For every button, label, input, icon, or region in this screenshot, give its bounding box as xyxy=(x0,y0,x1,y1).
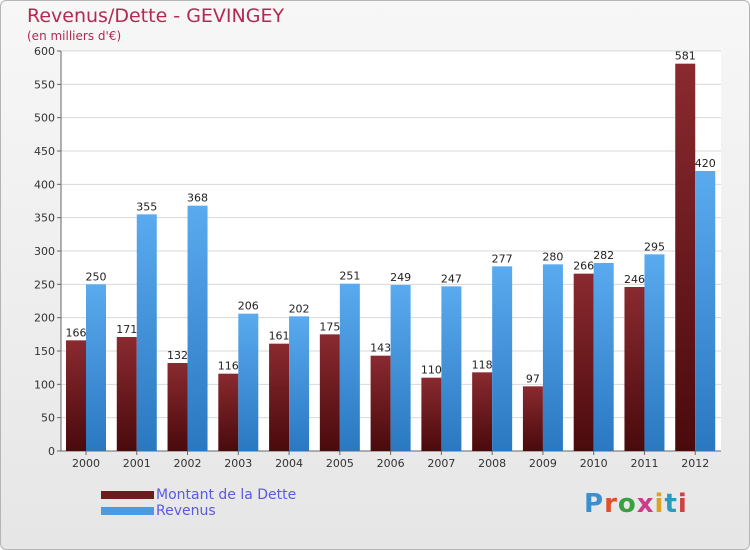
bar-revenus xyxy=(289,316,310,451)
value-label-dette: 118 xyxy=(472,358,493,371)
value-label-dette: 110 xyxy=(421,364,442,377)
bar-revenus xyxy=(441,286,462,451)
label-layer: 166 250 171 355 132 368 116 206 161 202 175 251 143 2… xyxy=(66,50,716,386)
bar-revenus xyxy=(593,263,614,451)
chart-subtitle: (en milliers d'€) xyxy=(27,29,122,43)
bar-revenus xyxy=(644,254,665,451)
bar-revenus xyxy=(695,171,716,451)
x-tick-label: 2007 xyxy=(427,457,455,470)
value-label-dette: 143 xyxy=(370,342,391,355)
y-tick-label: 0 xyxy=(48,445,55,458)
value-label-revenus: 420 xyxy=(695,157,716,170)
y-tick-label: 600 xyxy=(34,45,55,58)
y-tick-label: 500 xyxy=(34,112,55,125)
proxiti-logo: Proxiti xyxy=(584,489,688,519)
bar-revenus xyxy=(492,266,513,451)
bar-dette xyxy=(472,372,493,451)
value-label-dette: 175 xyxy=(319,320,340,333)
bar-dette xyxy=(370,355,391,451)
x-tick-label: 2003 xyxy=(224,457,252,470)
value-label-dette: 266 xyxy=(573,260,594,273)
value-label-revenus: 280 xyxy=(542,250,563,263)
x-tick-label: 2009 xyxy=(529,457,557,470)
x-tick-label: 2012 xyxy=(681,457,709,470)
bar-layer xyxy=(66,63,716,452)
x-tick-label: 2001 xyxy=(123,457,151,470)
bar-revenus xyxy=(86,284,106,451)
bar-revenus xyxy=(339,283,360,451)
legend-label-revenus: Revenus xyxy=(156,503,216,519)
value-label-revenus: 251 xyxy=(339,270,360,283)
bar-revenus xyxy=(187,205,208,451)
y-tick-label: 350 xyxy=(34,212,55,225)
value-label-revenus: 250 xyxy=(86,270,107,283)
y-tick-label: 150 xyxy=(34,345,55,358)
x-tick-label: 2010 xyxy=(580,457,608,470)
value-label-revenus: 355 xyxy=(136,200,157,213)
y-tick-label: 300 xyxy=(34,245,55,258)
page-title: Revenus/Dette - GEVINGEY xyxy=(27,5,285,27)
bar-dette xyxy=(522,386,543,451)
logo-letter: r xyxy=(604,489,618,519)
logo-letter: P xyxy=(584,489,605,519)
value-label-dette: 166 xyxy=(66,326,87,339)
bar-revenus xyxy=(390,285,411,451)
value-label-revenus: 206 xyxy=(238,300,259,313)
bar-dette xyxy=(66,340,86,451)
bar-dette xyxy=(218,373,239,451)
value-label-revenus: 282 xyxy=(593,249,614,262)
bar-dette xyxy=(319,334,340,451)
legend-label-dette: Montant de la Dette xyxy=(156,487,297,503)
y-tick-label: 50 xyxy=(41,412,55,425)
axis-layer: 0 50 100 150 200 250 300 350 400 450 500 550 600 2000… xyxy=(34,45,721,470)
x-tick-label: 2000 xyxy=(72,457,100,470)
y-tick-label: 450 xyxy=(34,145,55,158)
bar-dette xyxy=(421,377,442,451)
value-label-dette: 161 xyxy=(269,330,290,343)
y-tick-label: 200 xyxy=(34,312,55,325)
bar-dette xyxy=(675,63,696,452)
value-label-dette: 132 xyxy=(167,349,188,362)
value-label-dette: 116 xyxy=(218,360,239,373)
value-label-revenus: 249 xyxy=(390,271,411,284)
bar-revenus xyxy=(136,214,157,451)
x-tick-label: 2002 xyxy=(174,457,202,470)
bar-dette xyxy=(269,343,290,451)
y-tick-label: 250 xyxy=(34,278,55,291)
y-tick-label: 100 xyxy=(34,378,55,391)
y-tick-label: 550 xyxy=(34,78,55,91)
logo-letter: t xyxy=(664,489,678,519)
bar-dette xyxy=(573,273,594,451)
bar-revenus xyxy=(542,264,563,451)
x-tick-label: 2006 xyxy=(377,457,405,470)
bar-dette xyxy=(116,337,137,451)
logo-letter: x xyxy=(636,489,655,519)
value-label-dette: 581 xyxy=(675,50,696,63)
value-label-revenus: 295 xyxy=(644,240,665,253)
logo-letter: i xyxy=(677,489,688,519)
x-tick-label: 2008 xyxy=(478,457,506,470)
value-label-revenus: 277 xyxy=(492,252,513,265)
y-tick-label: 400 xyxy=(34,178,55,191)
logo-letter: i xyxy=(654,489,665,519)
bar-revenus xyxy=(238,313,259,451)
value-label-dette: 246 xyxy=(624,273,645,286)
logo-letter: o xyxy=(617,489,637,519)
x-tick-label: 2011 xyxy=(630,457,658,470)
bar-dette xyxy=(624,287,645,451)
legend-swatch-dette xyxy=(101,491,154,499)
bar-dette xyxy=(167,363,188,451)
legend-swatch-revenus xyxy=(101,507,154,515)
value-label-revenus: 247 xyxy=(441,272,462,285)
x-tick-label: 2005 xyxy=(326,457,354,470)
value-label-dette: 97 xyxy=(526,372,540,385)
value-label-revenus: 202 xyxy=(289,302,310,315)
value-label-dette: 171 xyxy=(116,323,137,336)
x-tick-label: 2004 xyxy=(275,457,303,470)
value-label-revenus: 368 xyxy=(187,192,208,205)
